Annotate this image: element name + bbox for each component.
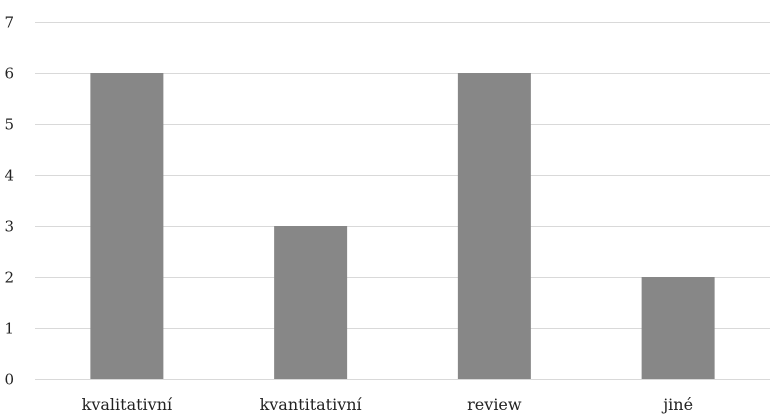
x-axis-category-labels: kvalitativní kvantitativní review jiné — [82, 395, 693, 414]
y-axis-tick-labels: 0 1 2 3 4 5 6 7 — [4, 14, 14, 389]
y-tick-label-5: 5 — [4, 116, 14, 134]
bar-1 — [90, 73, 164, 379]
bar-3 — [457, 73, 531, 379]
x-category-label-3: review — [467, 395, 522, 414]
bar-2 — [274, 226, 348, 379]
y-tick-label-2: 2 — [4, 269, 14, 287]
y-tick-label-0: 0 — [4, 371, 14, 389]
y-tick-label-7: 7 — [4, 14, 14, 32]
bar-4 — [641, 277, 715, 379]
y-tick-label-1: 1 — [4, 320, 14, 338]
y-tick-label-3: 3 — [4, 218, 14, 236]
x-category-label-2: kvantitativní — [260, 395, 363, 414]
y-tick-label-4: 4 — [4, 167, 14, 185]
y-tick-label-6: 6 — [4, 65, 14, 83]
x-category-label-4: jiné — [661, 395, 693, 414]
x-category-label-1: kvalitativní — [82, 395, 173, 414]
bars — [90, 73, 715, 379]
